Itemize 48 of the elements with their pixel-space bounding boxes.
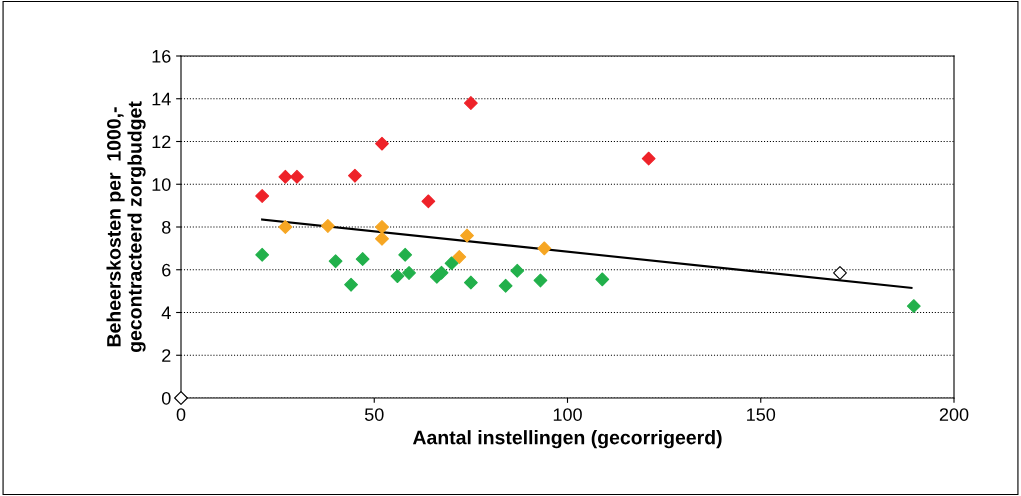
x-tick-label: 150: [747, 408, 776, 421]
point: [833, 266, 847, 280]
point: [375, 220, 389, 234]
point: [906, 299, 921, 314]
point: [398, 247, 413, 262]
point: [452, 250, 467, 264]
point: [641, 151, 656, 166]
point: [255, 189, 270, 203]
y-tick-label: 16: [152, 49, 171, 63]
x-tick-label: 0: [176, 408, 186, 421]
point: [375, 231, 389, 246]
y-tick-label: 14: [152, 92, 171, 106]
point: [463, 96, 478, 110]
point: [434, 265, 449, 280]
point: [375, 136, 389, 151]
point: [255, 247, 270, 262]
point: [320, 219, 335, 233]
point: [533, 273, 548, 288]
point: [344, 277, 358, 292]
point: [348, 168, 362, 183]
point: [498, 278, 513, 293]
point: [463, 275, 478, 290]
point: [460, 228, 474, 243]
y-tick-label: 8: [162, 220, 171, 234]
point: [278, 169, 293, 184]
point: [355, 252, 370, 266]
point: [421, 194, 436, 209]
point: [402, 266, 416, 280]
y-tick-label: 6: [162, 263, 171, 277]
point: [510, 263, 525, 278]
x-axis-title: Aantal instellingen (gecorrigeerd): [412, 430, 722, 449]
point: [174, 391, 188, 405]
y-axis-title: Beheerskosten per 1000,- gecontracteerd zorgbudget: [106, 101, 146, 353]
point: [444, 256, 459, 271]
x-tick-label: 50: [364, 408, 384, 421]
y-tick-label: 2: [162, 349, 171, 362]
point: [390, 269, 405, 284]
y-tick-label: 12: [152, 135, 171, 149]
point: [290, 169, 304, 184]
point: [278, 220, 293, 234]
x-tick-label: 100: [553, 408, 582, 421]
y-tick-label: 10: [152, 178, 171, 191]
x-tick-label: 200: [939, 408, 969, 421]
point: [537, 241, 552, 256]
y-tick-label: 0: [161, 391, 171, 405]
point: [595, 272, 610, 287]
point: [328, 254, 343, 269]
y-tick-label: 4: [161, 306, 171, 320]
